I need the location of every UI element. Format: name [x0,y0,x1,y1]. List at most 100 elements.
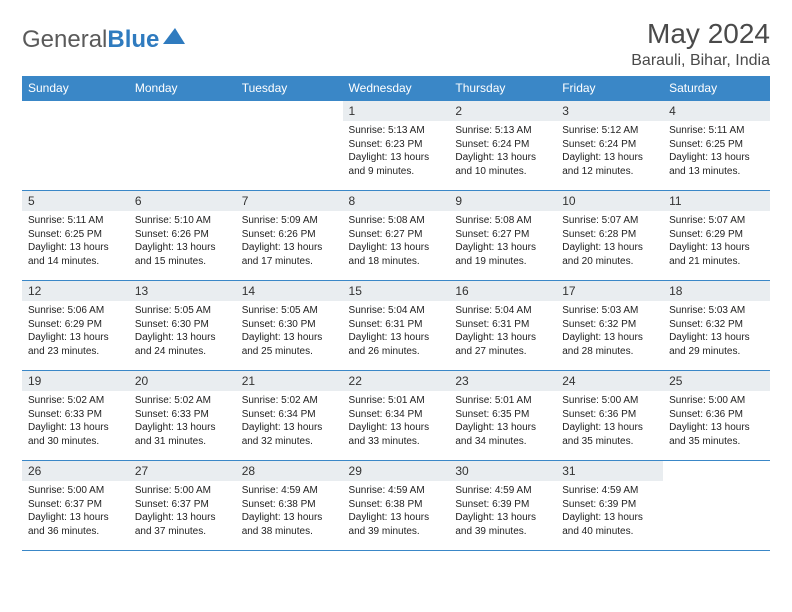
sunrise: Sunrise: 5:02 AM [28,394,123,408]
day-number: 23 [449,371,556,391]
day-data: Sunrise: 5:00 AMSunset: 6:37 PMDaylight:… [22,481,129,542]
calendar-cell: 4Sunrise: 5:11 AMSunset: 6:25 PMDaylight… [663,101,770,191]
calendar-cell: 12Sunrise: 5:06 AMSunset: 6:29 PMDayligh… [22,281,129,371]
weekday-header: Tuesday [236,76,343,101]
day-number: 1 [343,101,450,121]
day-data: Sunrise: 5:00 AMSunset: 6:36 PMDaylight:… [663,391,770,452]
sunset: Sunset: 6:30 PM [242,318,337,332]
sunrise: Sunrise: 4:59 AM [455,484,550,498]
calendar-row: 5Sunrise: 5:11 AMSunset: 6:25 PMDaylight… [22,191,770,281]
daylight-line1: Daylight: 13 hours [349,151,444,165]
logo-text-2: Blue [107,26,159,54]
calendar-row: 12Sunrise: 5:06 AMSunset: 6:29 PMDayligh… [22,281,770,371]
day-data: Sunrise: 5:11 AMSunset: 6:25 PMDaylight:… [22,211,129,272]
sunset: Sunset: 6:26 PM [135,228,230,242]
day-data: Sunrise: 4:59 AMSunset: 6:38 PMDaylight:… [343,481,450,542]
daylight-line2: and 40 minutes. [562,525,657,539]
weekday-row: SundayMondayTuesdayWednesdayThursdayFrid… [22,76,770,101]
day-number: 29 [343,461,450,481]
day-data: Sunrise: 5:05 AMSunset: 6:30 PMDaylight:… [129,301,236,362]
sunrise: Sunrise: 5:08 AM [349,214,444,228]
day-number: 14 [236,281,343,301]
sunset: Sunset: 6:25 PM [28,228,123,242]
calendar-cell: 17Sunrise: 5:03 AMSunset: 6:32 PMDayligh… [556,281,663,371]
daylight-line2: and 25 minutes. [242,345,337,359]
calendar-cell: 13Sunrise: 5:05 AMSunset: 6:30 PMDayligh… [129,281,236,371]
day-data: Sunrise: 5:02 AMSunset: 6:33 PMDaylight:… [22,391,129,452]
daylight-line2: and 20 minutes. [562,255,657,269]
day-number: 4 [663,101,770,121]
daylight-line2: and 28 minutes. [562,345,657,359]
day-number: 5 [22,191,129,211]
sunset: Sunset: 6:33 PM [28,408,123,422]
daylight-line2: and 12 minutes. [562,165,657,179]
sunrise: Sunrise: 5:04 AM [349,304,444,318]
daylight-line1: Daylight: 13 hours [562,151,657,165]
sunrise: Sunrise: 5:00 AM [28,484,123,498]
daylight-line2: and 26 minutes. [349,345,444,359]
sunrise: Sunrise: 5:03 AM [562,304,657,318]
sunset: Sunset: 6:34 PM [242,408,337,422]
sunset: Sunset: 6:24 PM [562,138,657,152]
day-data: Sunrise: 4:59 AMSunset: 6:39 PMDaylight:… [556,481,663,542]
calendar-cell: 24Sunrise: 5:00 AMSunset: 6:36 PMDayligh… [556,371,663,461]
daylight-line1: Daylight: 13 hours [562,421,657,435]
day-number-empty [663,461,770,481]
daylight-line1: Daylight: 13 hours [135,511,230,525]
sunset: Sunset: 6:24 PM [455,138,550,152]
day-number-empty [236,101,343,121]
sunset: Sunset: 6:33 PM [135,408,230,422]
calendar-cell [22,101,129,191]
daylight-line2: and 13 minutes. [669,165,764,179]
day-data: Sunrise: 5:02 AMSunset: 6:33 PMDaylight:… [129,391,236,452]
daylight-line1: Daylight: 13 hours [455,421,550,435]
sunset: Sunset: 6:31 PM [349,318,444,332]
day-number: 18 [663,281,770,301]
day-data: Sunrise: 5:02 AMSunset: 6:34 PMDaylight:… [236,391,343,452]
weekday-header: Sunday [22,76,129,101]
daylight-line1: Daylight: 13 hours [669,241,764,255]
day-number: 7 [236,191,343,211]
day-number: 6 [129,191,236,211]
day-data: Sunrise: 4:59 AMSunset: 6:39 PMDaylight:… [449,481,556,542]
daylight-line2: and 31 minutes. [135,435,230,449]
sunset: Sunset: 6:38 PM [242,498,337,512]
daylight-line2: and 39 minutes. [349,525,444,539]
daylight-line2: and 10 minutes. [455,165,550,179]
calendar-table: SundayMondayTuesdayWednesdayThursdayFrid… [22,76,770,551]
day-data: Sunrise: 5:07 AMSunset: 6:29 PMDaylight:… [663,211,770,272]
sunrise: Sunrise: 5:08 AM [455,214,550,228]
daylight-line2: and 35 minutes. [669,435,764,449]
sunrise: Sunrise: 5:06 AM [28,304,123,318]
day-number: 25 [663,371,770,391]
daylight-line2: and 27 minutes. [455,345,550,359]
daylight-line1: Daylight: 13 hours [28,511,123,525]
daylight-line1: Daylight: 13 hours [349,511,444,525]
day-number: 11 [663,191,770,211]
sunrise: Sunrise: 5:12 AM [562,124,657,138]
daylight-line1: Daylight: 13 hours [242,241,337,255]
day-data: Sunrise: 5:03 AMSunset: 6:32 PMDaylight:… [663,301,770,362]
calendar-cell: 19Sunrise: 5:02 AMSunset: 6:33 PMDayligh… [22,371,129,461]
daylight-line1: Daylight: 13 hours [562,241,657,255]
sunset: Sunset: 6:36 PM [669,408,764,422]
header: GeneralBlue May 2024 Barauli, Bihar, Ind… [22,18,770,70]
calendar-cell [236,101,343,191]
sunrise: Sunrise: 4:59 AM [562,484,657,498]
daylight-line2: and 30 minutes. [28,435,123,449]
sunrise: Sunrise: 5:07 AM [669,214,764,228]
daylight-line1: Daylight: 13 hours [562,511,657,525]
daylight-line2: and 33 minutes. [349,435,444,449]
sunrise: Sunrise: 5:07 AM [562,214,657,228]
calendar-cell: 10Sunrise: 5:07 AMSunset: 6:28 PMDayligh… [556,191,663,281]
day-data: Sunrise: 5:11 AMSunset: 6:25 PMDaylight:… [663,121,770,182]
daylight-line2: and 24 minutes. [135,345,230,359]
calendar-cell: 7Sunrise: 5:09 AMSunset: 6:26 PMDaylight… [236,191,343,281]
day-data: Sunrise: 5:01 AMSunset: 6:34 PMDaylight:… [343,391,450,452]
sunset: Sunset: 6:30 PM [135,318,230,332]
day-number: 9 [449,191,556,211]
weekday-header: Wednesday [343,76,450,101]
sunset: Sunset: 6:34 PM [349,408,444,422]
daylight-line2: and 32 minutes. [242,435,337,449]
daylight-line1: Daylight: 13 hours [242,511,337,525]
